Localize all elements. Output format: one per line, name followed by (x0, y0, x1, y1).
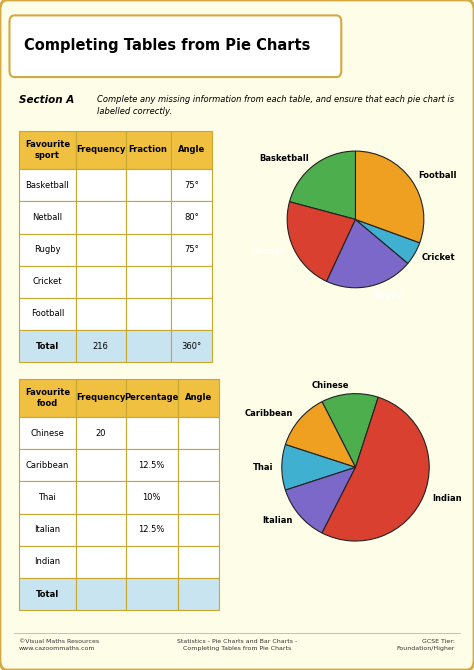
Text: Cricket: Cricket (422, 253, 456, 262)
Bar (19, 202, 76, 234)
Bar (76, 450, 126, 482)
Text: Total: Total (36, 342, 59, 350)
Bar (19, 266, 76, 298)
Text: ©Visual Maths Resources
www.cazoommaths.com: ©Visual Maths Resources www.cazoommaths.… (19, 639, 99, 651)
Bar (126, 578, 178, 610)
Bar (19, 330, 76, 362)
Text: Basketball: Basketball (26, 181, 69, 190)
Text: Cricket: Cricket (33, 277, 62, 286)
Wedge shape (327, 219, 408, 287)
Text: Complete any missing information from each table, and ensure that each pie chart: Complete any missing information from ea… (97, 95, 454, 116)
Bar (171, 298, 212, 330)
Bar (171, 330, 212, 362)
Text: Statistics - Pie Charts and Bar Charts -
Completing Tables from Pie Charts: Statistics - Pie Charts and Bar Charts -… (177, 639, 297, 651)
Bar (171, 202, 212, 234)
Text: 10%: 10% (142, 493, 161, 502)
Text: Football: Football (31, 310, 64, 318)
Bar (126, 379, 178, 417)
Bar (178, 546, 219, 578)
Bar (76, 482, 126, 514)
Text: Frequency: Frequency (76, 393, 126, 403)
Bar (178, 379, 219, 417)
Text: Thai: Thai (38, 493, 56, 502)
Text: Favourite
sport: Favourite sport (25, 140, 70, 159)
Bar (76, 298, 126, 330)
Text: Football: Football (418, 171, 456, 180)
Bar (171, 266, 212, 298)
Text: Total: Total (36, 590, 59, 598)
Text: Rugby: Rugby (34, 245, 61, 254)
Text: Fraction: Fraction (128, 145, 168, 155)
Wedge shape (356, 151, 424, 243)
Text: Chinese: Chinese (30, 429, 64, 438)
Bar (126, 298, 171, 330)
Bar (76, 578, 126, 610)
Bar (76, 330, 126, 362)
Text: Frequency: Frequency (76, 145, 126, 155)
Wedge shape (322, 394, 378, 468)
Text: Completing Tables from Pie Charts: Completing Tables from Pie Charts (24, 38, 310, 53)
Bar (19, 170, 76, 202)
Text: Rugby: Rugby (372, 289, 402, 299)
Bar (76, 379, 126, 417)
Bar (126, 482, 178, 514)
Text: Thai: Thai (253, 463, 273, 472)
Text: Indian: Indian (432, 494, 461, 503)
Text: 75°: 75° (184, 245, 199, 254)
Text: 216: 216 (93, 342, 109, 350)
Wedge shape (356, 219, 419, 263)
Bar (76, 131, 126, 170)
Bar (19, 379, 76, 417)
Text: 80°: 80° (184, 213, 199, 222)
Text: Section A: Section A (19, 95, 74, 105)
FancyBboxPatch shape (9, 15, 341, 77)
Text: Angle: Angle (178, 145, 205, 155)
Bar (126, 202, 171, 234)
Wedge shape (282, 445, 356, 490)
Text: 20: 20 (95, 429, 106, 438)
Text: Caribbean: Caribbean (245, 409, 293, 418)
Bar (178, 514, 219, 546)
Bar (126, 450, 178, 482)
Bar (171, 170, 212, 202)
Bar (19, 131, 76, 170)
Bar (126, 417, 178, 450)
Text: Percentage: Percentage (125, 393, 179, 403)
Text: Favourite
food: Favourite food (25, 388, 70, 407)
Bar (178, 482, 219, 514)
Text: GCSE Tier:
Foundation/Higher: GCSE Tier: Foundation/Higher (397, 639, 455, 651)
Text: Italian: Italian (34, 525, 61, 534)
Bar (126, 266, 171, 298)
Bar (19, 450, 76, 482)
Bar (171, 234, 212, 266)
Bar (76, 202, 126, 234)
Text: Netball: Netball (252, 247, 286, 256)
Bar (126, 330, 171, 362)
Text: 75°: 75° (184, 181, 199, 190)
Bar (126, 131, 171, 170)
Bar (19, 417, 76, 450)
Text: 12.5%: 12.5% (138, 461, 165, 470)
Text: Chinese: Chinese (311, 381, 349, 389)
Wedge shape (285, 468, 356, 533)
Wedge shape (285, 401, 356, 468)
Bar (126, 514, 178, 546)
Text: Netball: Netball (32, 213, 63, 222)
Bar (19, 482, 76, 514)
Bar (76, 514, 126, 546)
Text: 360°: 360° (182, 342, 201, 350)
Text: Basketball: Basketball (259, 154, 309, 163)
Bar (178, 450, 219, 482)
Wedge shape (290, 151, 356, 219)
Text: 12.5%: 12.5% (138, 525, 165, 534)
Wedge shape (287, 202, 356, 281)
Bar (178, 578, 219, 610)
Text: Angle: Angle (185, 393, 212, 403)
Bar (76, 266, 126, 298)
Bar (178, 417, 219, 450)
Bar (76, 417, 126, 450)
Bar (76, 170, 126, 202)
Bar (76, 234, 126, 266)
Bar (19, 234, 76, 266)
